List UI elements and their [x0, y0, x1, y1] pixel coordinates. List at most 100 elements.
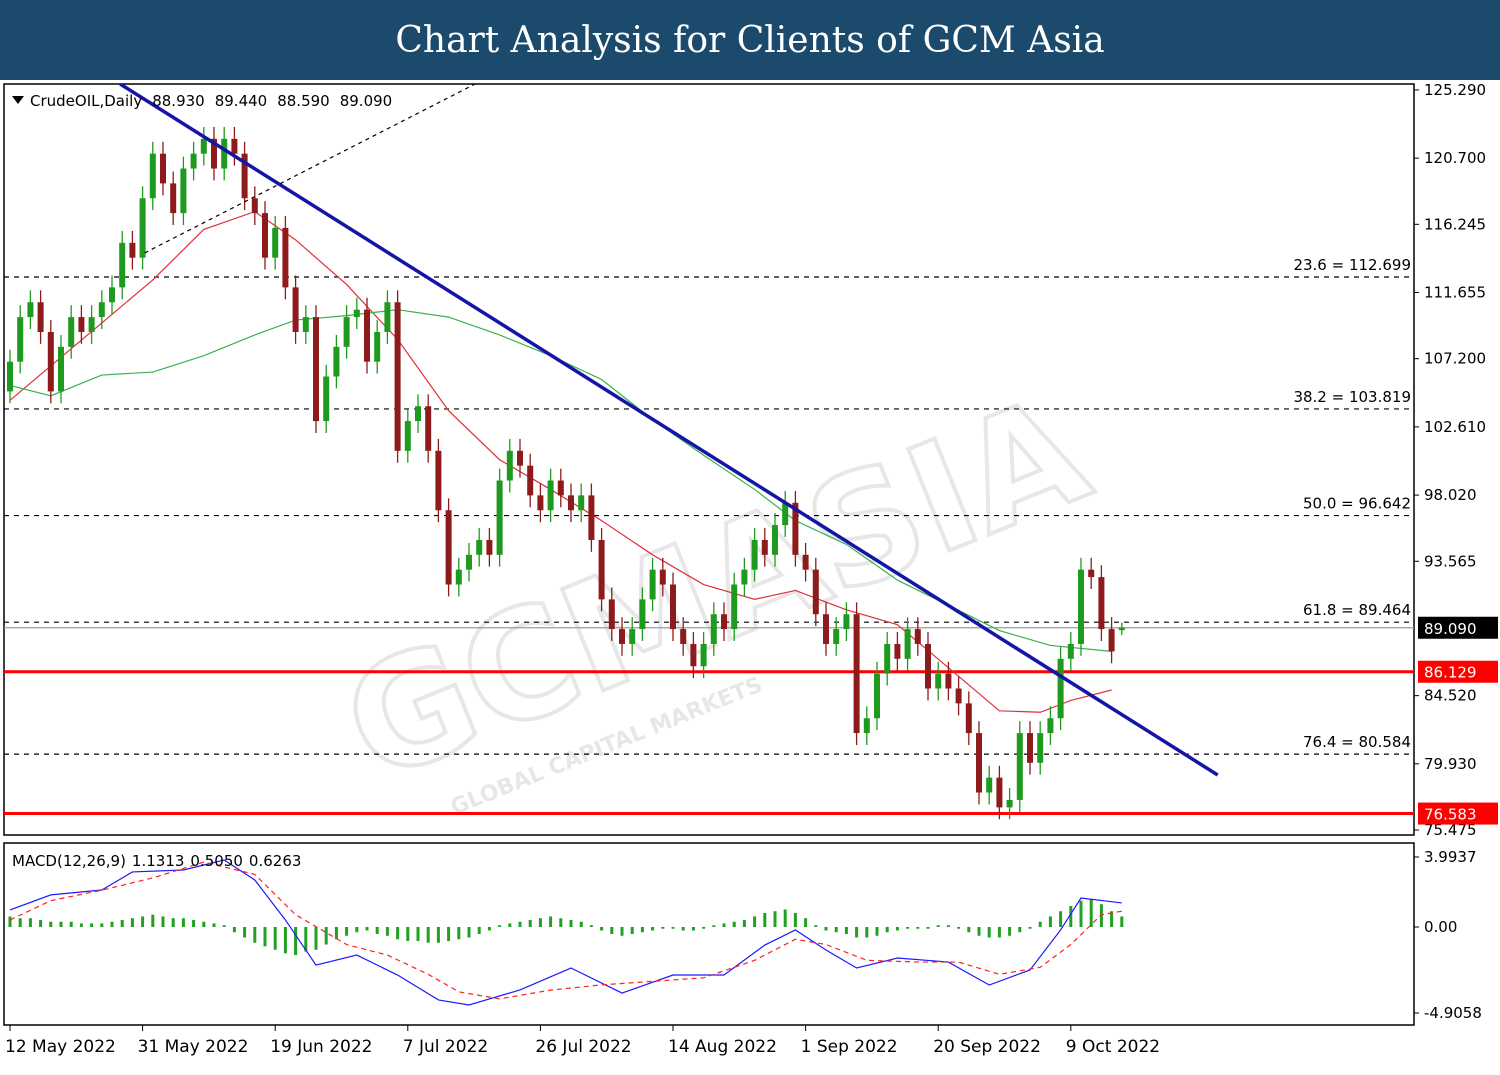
macd-histogram-bar — [722, 923, 726, 927]
candle-body — [7, 361, 13, 392]
macd-histogram-bar — [793, 912, 797, 927]
fib-level-label: 76.4 = 80.584 — [1303, 733, 1411, 751]
macd-histogram-bar — [49, 921, 53, 927]
macd-histogram-bar — [661, 926, 665, 929]
macd-histogram-bar — [477, 926, 481, 934]
macd-histogram-bar — [69, 921, 73, 927]
macd-header: MACD(12,26,9) 1.1313 0.5050 0.6263 — [12, 852, 301, 870]
macd-histogram-bar — [987, 926, 991, 938]
candle-body — [598, 539, 605, 600]
macd-histogram-bar — [263, 926, 267, 947]
macd-histogram-bar — [804, 918, 808, 927]
candle-body — [925, 643, 931, 689]
candle-body — [486, 539, 493, 555]
candle-body — [68, 317, 75, 347]
candle-body — [863, 718, 870, 734]
macd-histogram-bar — [365, 926, 369, 931]
candle-body — [710, 614, 717, 644]
y-tick-label: -4.9058 — [1424, 1004, 1482, 1022]
macd-histogram-bar — [426, 926, 430, 943]
support-price-label: 76.583 — [1424, 806, 1477, 824]
macd-histogram-bar — [253, 926, 257, 943]
candle-body — [772, 525, 778, 555]
candle-body — [109, 287, 115, 303]
candle-body — [302, 317, 309, 332]
candle-body — [608, 599, 615, 630]
y-tick-label: 93.565 — [1424, 552, 1477, 570]
candle-body — [272, 227, 279, 258]
candle-body — [843, 614, 850, 630]
macd-histogram-bar — [997, 926, 1001, 938]
macd-histogram-bar — [814, 925, 818, 927]
candle-body — [761, 539, 768, 555]
macd-histogram-bar — [1110, 911, 1114, 927]
macd-histogram-bar — [345, 926, 349, 936]
candle-body — [58, 346, 64, 392]
macd-histogram-bar — [742, 919, 746, 927]
macd-histogram-bar — [130, 918, 134, 927]
candle-body — [812, 569, 819, 615]
line-series — [9, 861, 1122, 1000]
fib-level-label: 23.6 = 112.699 — [1293, 256, 1411, 274]
macd-histogram-bar — [630, 926, 634, 934]
macd-histogram-bar — [18, 918, 22, 927]
candle-body — [976, 733, 982, 793]
support-price-box — [1418, 802, 1498, 825]
candle-body — [292, 287, 299, 332]
macd-histogram-bar — [610, 926, 614, 934]
macd-histogram-bar — [273, 926, 277, 950]
macd-histogram-bar — [141, 916, 145, 927]
last-price-box — [1418, 616, 1498, 639]
candle-body — [547, 480, 554, 511]
macd-histogram-bar — [283, 926, 287, 954]
x-tick-label: 31 May 2022 — [138, 1037, 249, 1057]
trendline — [144, 84, 476, 254]
candle-body — [27, 302, 34, 318]
candle-body — [1047, 718, 1054, 734]
candle-body — [506, 450, 513, 481]
y-tick-label: 102.610 — [1424, 418, 1486, 436]
candle-body — [670, 584, 676, 630]
candle-body — [904, 629, 911, 659]
macd-histogram-bar — [467, 926, 471, 938]
trendline — [119, 84, 1219, 777]
candle-body — [914, 629, 921, 644]
macd-histogram-bar — [79, 923, 83, 927]
macd-histogram-bar — [712, 925, 716, 927]
macd-histogram-bar — [600, 926, 604, 931]
candle-body — [262, 213, 268, 258]
macd-histogram-bar — [416, 926, 420, 942]
macd-histogram-bar — [916, 926, 920, 929]
candle-body — [313, 317, 319, 422]
macd-histogram-bar — [487, 926, 491, 931]
macd-histogram-bar — [579, 921, 583, 927]
macd-histogram-bar — [304, 926, 308, 952]
candle-body — [588, 495, 595, 540]
candle-body — [1118, 627, 1125, 631]
candle-body — [557, 480, 564, 496]
candle-body — [935, 673, 942, 689]
candle-body — [1098, 577, 1105, 630]
candle-body — [496, 480, 503, 555]
macd-histogram-bar — [936, 925, 940, 927]
candle-body — [98, 302, 105, 318]
candle-body — [180, 168, 187, 214]
macd-histogram-bar — [1089, 898, 1093, 927]
macd-histogram-bar — [508, 923, 512, 927]
x-tick-label: 1 Sep 2022 — [801, 1037, 898, 1057]
y-tick-label: 98.020 — [1424, 486, 1477, 504]
macd-histogram-bar — [110, 921, 114, 927]
macd-histogram-bar — [1028, 926, 1032, 929]
macd-plot — [8, 859, 1124, 1006]
price-plot — [4, 84, 1414, 820]
y-tick-label: 107.200 — [1424, 350, 1486, 368]
fib-level-label: 50.0 = 96.642 — [1303, 495, 1411, 513]
candle-body — [231, 138, 238, 154]
macd-histogram-bar — [1069, 905, 1073, 927]
macd-histogram-bar — [538, 918, 542, 927]
macd-histogram-bar — [559, 918, 563, 927]
macd-histogram-bar — [324, 926, 328, 945]
macd-histogram-bar — [1079, 900, 1083, 927]
candle-body — [1016, 733, 1023, 800]
macd-histogram-bar — [192, 919, 196, 927]
